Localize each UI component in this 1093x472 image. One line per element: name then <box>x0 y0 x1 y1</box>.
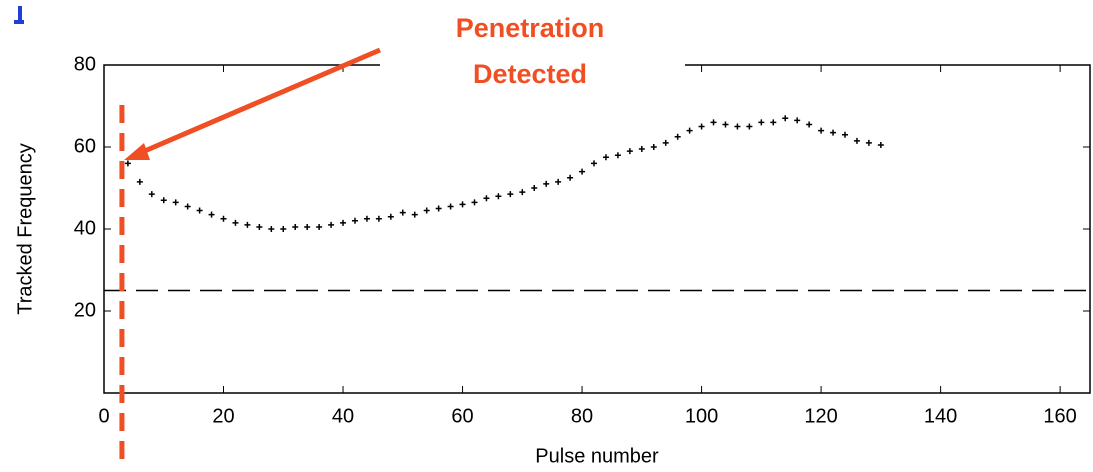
data-point <box>662 139 669 146</box>
data-point <box>363 215 370 222</box>
data-point <box>328 221 335 228</box>
annotation-box <box>380 0 685 108</box>
data-point <box>136 178 143 185</box>
data-point <box>865 139 872 146</box>
data-point <box>746 123 753 130</box>
x-tick-label: 100 <box>685 405 718 427</box>
data-point <box>340 219 347 226</box>
data-point <box>758 119 765 126</box>
annotation-arrow <box>139 47 381 156</box>
data-point <box>686 127 693 134</box>
x-tick-label: 20 <box>212 405 234 427</box>
data-point <box>722 121 729 128</box>
data-point <box>256 223 263 230</box>
annotation: Penetration <box>456 13 605 43</box>
data-point <box>782 115 789 122</box>
y-tick-label: 20 <box>74 299 96 321</box>
data-point <box>423 207 430 214</box>
data-point <box>459 201 466 208</box>
data-point <box>602 154 609 161</box>
data-point <box>877 141 884 148</box>
data-point <box>184 203 191 210</box>
data-point <box>220 215 227 222</box>
x-tick-label: 160 <box>1043 405 1076 427</box>
data-point <box>698 123 705 130</box>
plot-area <box>103 64 1091 394</box>
link-fragment <box>14 6 24 24</box>
y-tick-label: 40 <box>74 217 96 239</box>
data-point <box>483 195 490 202</box>
data-point <box>244 221 251 228</box>
x-tick-label: 40 <box>332 405 354 427</box>
data-point <box>650 144 657 150</box>
data-point <box>435 205 442 212</box>
data-point <box>304 223 311 230</box>
data-point <box>268 226 275 232</box>
data-point <box>818 127 825 134</box>
data-point <box>471 199 478 206</box>
data-point <box>172 199 179 206</box>
y-tick-label: 80 <box>74 53 96 75</box>
data-point <box>794 117 801 124</box>
data-point <box>626 148 633 155</box>
data-point <box>375 215 382 222</box>
data-point <box>160 197 167 204</box>
data-point <box>351 217 358 224</box>
data-point <box>519 189 526 196</box>
data-point <box>614 152 621 159</box>
data-point <box>638 146 645 153</box>
data-point <box>806 121 813 128</box>
data-point <box>447 203 454 210</box>
data-point <box>292 223 299 230</box>
data-point <box>579 168 586 175</box>
data-point <box>411 211 418 218</box>
data-point <box>734 123 741 130</box>
data-point <box>316 223 323 230</box>
data-point <box>124 160 131 167</box>
data-point <box>531 185 538 191</box>
annotation-arrowhead <box>124 143 150 160</box>
data-point <box>387 213 394 220</box>
data-point <box>232 219 239 226</box>
x-axis-label: Pulse number <box>535 445 659 467</box>
data-point <box>148 191 155 198</box>
data-point <box>555 178 562 185</box>
x-tick-label: 140 <box>924 405 957 427</box>
data-point <box>710 119 717 126</box>
x-tick-label: 80 <box>571 405 593 427</box>
data-point <box>841 131 848 138</box>
data-point <box>770 119 777 126</box>
data-point <box>567 174 574 181</box>
data-point <box>853 137 860 144</box>
data-point <box>543 180 550 187</box>
data-point <box>495 193 502 200</box>
y-axis-label: Tracked Frequency <box>14 143 36 315</box>
data-point <box>674 133 681 140</box>
x-tick-label: 60 <box>451 405 473 427</box>
data-point <box>196 207 203 214</box>
data-point <box>830 129 837 136</box>
data-point <box>507 191 514 198</box>
data-point <box>280 226 287 232</box>
annotation: Detected <box>473 59 587 89</box>
data-point <box>399 209 406 216</box>
y-tick-label: 60 <box>74 135 96 157</box>
x-tick-label: 120 <box>804 405 837 427</box>
data-point <box>591 160 598 167</box>
data-point <box>208 211 215 218</box>
x-tick-label: 0 <box>98 405 109 427</box>
